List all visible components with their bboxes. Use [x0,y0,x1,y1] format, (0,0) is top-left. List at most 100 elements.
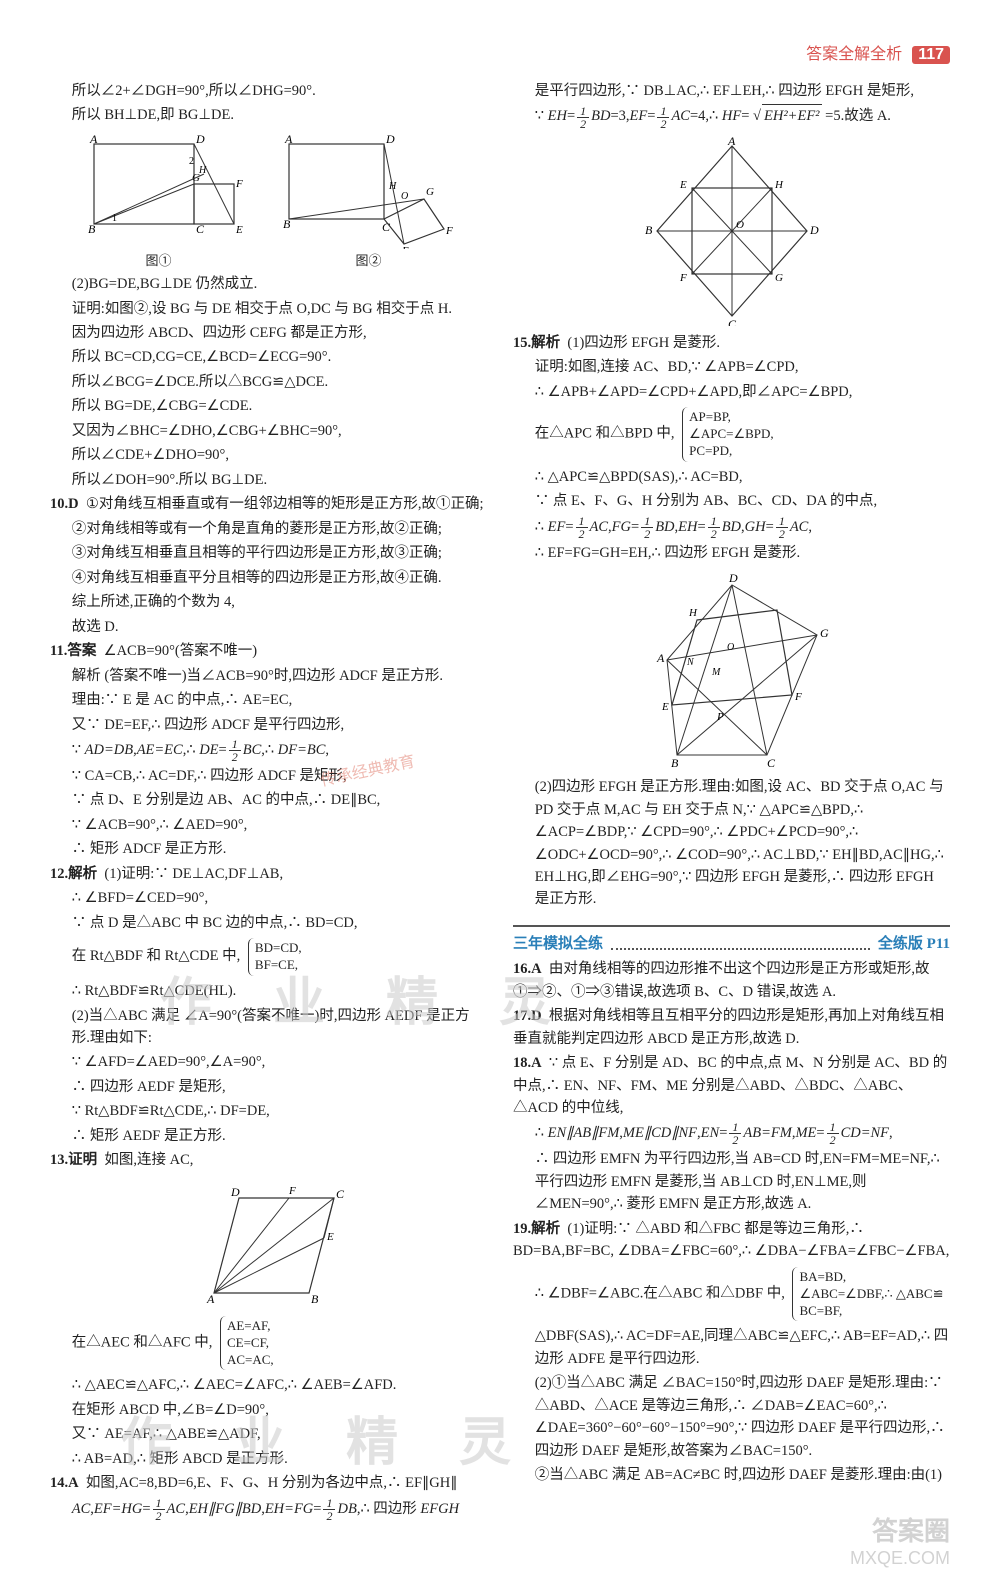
text-line: (2)BG=DE,BG⊥DE 仍然成立. [50,273,487,295]
brace-intro: 在△AEC 和△AFC 中, [72,1334,213,1350]
q16-head: 16.A [513,961,542,977]
brace-row: 在△AEC 和△AFC 中, AE=AF, CE=CF, AC=AC, [50,1314,487,1373]
text-line: 在矩形 ABCD 中,∠B=∠D=90°, [50,1399,487,1421]
svg-text:D: D [728,571,738,585]
svg-text:H: H [774,179,784,191]
text-line: ∴ AB=AD,∴ 矩形 ABCD 是正方形. [50,1448,487,1470]
svg-text:O: O [727,642,734,653]
text-line: 所以 BH⊥DE,即 BG⊥DE. [50,104,487,126]
text-line: 所以 BC=CD,CG=CE,∠BCD=∠ECG=90°. [50,346,487,368]
svg-text:C: C [336,1187,345,1201]
svg-text:F: F [679,272,687,284]
brace-content: BD=CD, BF=CE, [248,938,306,976]
text-line: ②对角线相等或有一个角是直角的菱形是正方形,故②正确; [50,518,487,540]
text-line: ∵ Rt△BDF≌Rt△CDE,∴ DF=DE, [50,1100,487,1122]
text-line: ∴ Rt△BDF≌Rt△CDE(HL). [50,980,487,1002]
brace-intro: ∴ ∠DBF=∠ABC.在△ABC 和△DBF 中, [535,1285,785,1301]
q19: 19.解析 (1)证明:∵ △ABD 和△FBC 都是等边三角形,∴ BD=BA… [513,1218,950,1263]
q17-head: 17.D [513,1008,542,1024]
q18-head: 18.A [513,1055,542,1071]
q19-head: 19.解析 [513,1221,560,1237]
text-line: ∴ △AEC≌△AFC,∴ ∠AEC=∠AFC,∴ ∠AEB=∠AFD. [50,1374,487,1396]
text-line: (1)证明:∵ DE⊥AC,DF⊥AB, [104,866,283,882]
brace-content: AP=BP, ∠APC=∠BPD, PC=PD, [682,407,777,462]
q14: 14.A 如图,AC=8,BD=6,E、F、G、H 分别为各边中点,∴ EF∥G… [50,1472,487,1494]
section-divider: 三年模拟全练 全练版 P11 [513,925,950,956]
text-line: 证明:如图,连接 AC、BD,∵ ∠APB=∠CPD, [513,356,950,378]
text-line: ∴ 四边形 AEDF 是矩形, [50,1076,487,1098]
text-line: ∵ AD=DB,AE=EC,∴ DE=12BC,∴ DF=BC, [50,738,487,763]
text-line: (2)①当△ABC 满足 ∠BAC=150°时,四边形 DAEF 是矩形.理由:… [513,1372,950,1462]
svg-text:D: D [385,132,395,146]
svg-text:A: A [206,1292,215,1306]
svg-text:E: E [235,224,243,236]
text-line: (2)四边形 EFGH 是正方形.理由:如图,设 AC、BD 交于点 O,AC … [513,776,950,911]
figure-q15: A D G C B H E F P M N O [513,570,950,770]
text-line: ∴ EF=FG=GH=EH,∴ 四边形 EFGH 是菱形. [513,542,950,564]
page: 答案全解全析 117 所以∠2+∠DGH=90°,所以∠DHG=90°. 所以 … [0,0,1000,1584]
brace-line: BA=BD, [799,1269,846,1284]
dotted-line [611,933,870,950]
svg-text:G: G [426,186,434,198]
text-line: ∵ ∠ACB=90°,∴ ∠AED=90°, [50,814,487,836]
text-line: 又∵ AE=AF,∴ △ABE≌△ADF, [50,1423,487,1445]
brace-line: BC=BF, [799,1303,842,1318]
q13-head: 13.证明 [50,1152,97,1168]
q17: 17.D 根据对角线相等且互相平分的四边形是矩形,再加上对角线互相垂直就能判定四… [513,1005,950,1050]
svg-text:B: B [645,223,653,237]
text-line: 如图,AC=8,BD=6,E、F、G、H 分别为各边中点,∴ EF∥GH∥ [86,1475,458,1491]
text-line: 因为四边形 ABCD、四边形 CEFG 都是正方形, [50,322,487,344]
text-line: ∴ EN∥AB∥FM,ME∥CD∥NF,EN=12AB=FM,ME=12CD=N… [513,1121,950,1146]
text-line: ∵ 点 E、F 分别是 AD、BC 的中点,点 M、N 分别是 AC、BD 的中… [513,1055,947,1116]
text-line: ∴ ∠BFD=∠CED=90°, [50,887,487,909]
section-page-ref: 全练版 P11 [878,933,950,956]
svg-text:N: N [686,657,695,668]
svg-text:G: G [775,272,783,284]
section-title: 三年模拟全练 [513,933,603,956]
svg-text:E: E [679,179,687,191]
text-line: (1)证明:∵ △ABD 和△FBC 都是等边三角形,∴ BD=BA,BF=BC… [513,1221,949,1259]
svg-text:M: M [711,667,721,678]
text-line: AC,EF=HG=12AC,EH∥FG∥BD,EH=FG=12DB,∴ 四边形 … [50,1497,487,1522]
text-line: 所以∠BCG=∠DCE.所以△BCG≌△DCE. [50,371,487,393]
q12-head: 12.解析 [50,866,97,882]
text-line: ∴ 矩形 ADCF 是正方形. [50,838,487,860]
svg-text:A: A [284,132,293,146]
svg-text:H: H [198,165,207,176]
text-line: 综上所述,正确的个数为 4, [50,591,487,613]
brace-line: BF=CE, [255,957,298,972]
text-line: 如图,连接 AC, [104,1152,193,1168]
text-line: ∴ ∠APB+∠APD=∠CPD+∠APD,即∠APC=∠BPD, [513,381,950,403]
text-line: ∴ 矩形 AEDF 是正方形. [50,1125,487,1147]
text-line: ∴ △APC≌△BPD(SAS),∴ AC=BD, [513,466,950,488]
text-line: △DBF(SAS),∴ AC=DF=AE,同理△ABC≌△EFC,∴ AB=EF… [513,1325,950,1370]
text-line: ∵ EH=12BD=3,EF=12AC=4,∴ HF= √EH²+EF² =5.… [513,104,950,129]
figure-label: 图① [74,251,244,271]
svg-text:2: 2 [189,156,194,167]
q14-head: 14.A [50,1475,79,1491]
page-number: 117 [912,46,950,64]
brace-row: 在 Rt△BDF 和 Rt△CDE 中, BD=CD, BF=CE, [50,936,487,978]
text-line: (1)四边形 EFGH 是菱形. [567,335,720,351]
text-line: 又因为∠BHC=∠DHO,∠CBG+∠BHC=90°, [50,420,487,442]
text-line: ∵ 点 D、E 分别是边 AB、AC 的中点,∴ DE∥BC, [50,789,487,811]
text-line: 所以 BG=DE,∠CBG=∠CDE. [50,395,487,417]
svg-text:O: O [401,191,408,202]
geometry-diagram-icon: A D C B E H F G O [632,136,832,326]
svg-text:C: C [728,317,737,326]
svg-text:D: D [230,1185,240,1199]
text-line: 又∵ DE=EF,∴ 四边形 ADCF 是平行四边形, [50,714,487,736]
svg-text:A: A [656,651,665,665]
right-column: 是平行四边形,∵ DB⊥AC,∴ EF⊥EH,∴ 四边形 EFGH 是矩形, ∵… [513,78,950,1524]
text-line: ④对角线互相垂直平分且相等的四边形是正方形,故④正确. [50,567,487,589]
brace-line: PC=PD, [689,443,732,458]
brace-intro: 在△APC 和△BPD 中, [535,426,675,442]
text-line: 所以∠CDE+∠DHO=90°, [50,444,487,466]
brace-line: AC=AC, [227,1352,274,1367]
brace-content: AE=AF, CE=CF, AC=AC, [220,1316,278,1371]
q15: 15.解析 (1)四边形 EFGH 是菱形. [513,332,950,354]
svg-text:F: F [794,691,802,703]
svg-text:O: O [736,219,744,231]
brace-intro: 在 Rt△BDF 和 Rt△CDE 中, [72,948,241,964]
svg-text:B: B [311,1292,319,1306]
